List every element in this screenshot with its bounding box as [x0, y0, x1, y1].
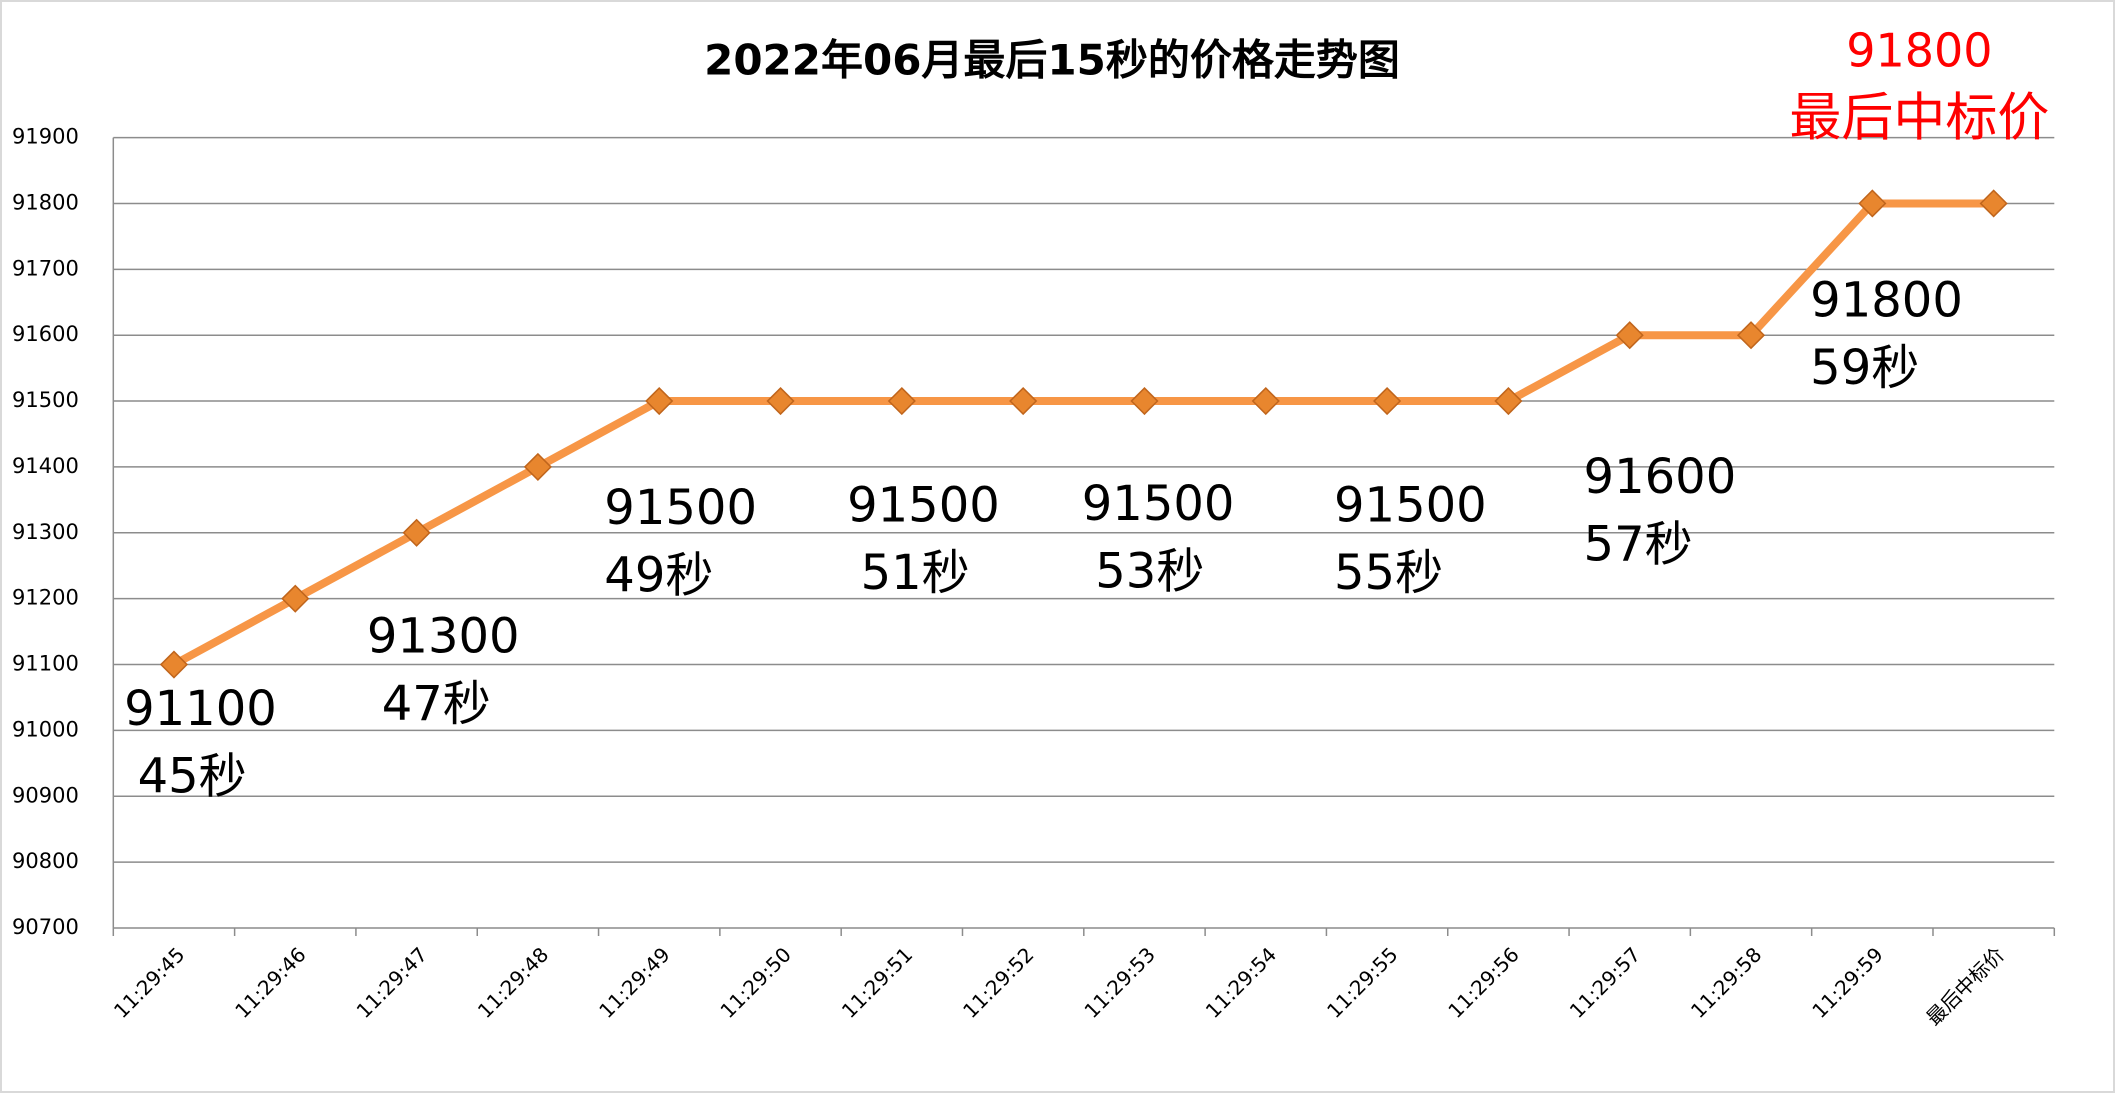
y-tick-label: 91700	[12, 256, 79, 280]
annotation: 91300	[367, 608, 520, 664]
y-tick-label: 91500	[12, 388, 79, 412]
annotation: 51秒	[861, 545, 970, 601]
annotation: 91600	[1584, 449, 1737, 505]
marker	[766, 386, 795, 416]
annotation: 49秒	[604, 548, 713, 604]
marker	[1251, 386, 1280, 416]
y-tick-label: 91900	[12, 125, 79, 149]
y-tick-label: 91100	[12, 652, 79, 676]
marker	[1858, 189, 1887, 218]
annotation: 91500	[604, 480, 757, 536]
annotation: 91500	[1334, 478, 1487, 534]
annotation: 55秒	[1334, 545, 1443, 601]
annotation: 91100	[124, 681, 277, 737]
y-tick-label: 91300	[12, 520, 79, 544]
marker	[281, 584, 310, 613]
annotation: 91800	[1846, 23, 1992, 77]
chart-title: 2022年06月最后15秒的价格走势图	[704, 36, 1400, 85]
marker	[887, 386, 916, 416]
annotation: 最后中标价	[1789, 88, 2049, 148]
marker	[1979, 189, 2008, 218]
marker	[645, 386, 674, 416]
annotation: 53秒	[1095, 544, 1204, 600]
annotation: 59秒	[1810, 340, 1919, 396]
marker	[159, 650, 189, 679]
y-tick-label: 91800	[12, 190, 79, 214]
y-tick-label: 91200	[12, 586, 79, 610]
annotation: 45秒	[138, 749, 247, 805]
annotation: 91500	[847, 478, 1000, 534]
y-tick-label: 91400	[12, 454, 79, 478]
line-series	[172, 199, 1994, 669]
y-tick-label: 91600	[12, 322, 79, 346]
annotation: 57秒	[1584, 517, 1693, 573]
marker	[1009, 386, 1038, 416]
marker	[1736, 321, 1766, 350]
marker	[402, 518, 431, 547]
marker	[1615, 321, 1644, 350]
marker	[1373, 386, 1402, 416]
marker	[1494, 386, 1523, 416]
y-tick-label: 90800	[12, 849, 79, 873]
annotation: 47秒	[382, 676, 491, 732]
annotation: 91800	[1810, 272, 1963, 328]
y-tick-label: 91000	[12, 717, 79, 741]
marker	[1130, 386, 1159, 416]
y-tick-label: 90900	[12, 783, 79, 807]
marker	[523, 452, 552, 481]
annotation: 91500	[1082, 476, 1235, 532]
y-tick-label: 90700	[12, 915, 79, 939]
